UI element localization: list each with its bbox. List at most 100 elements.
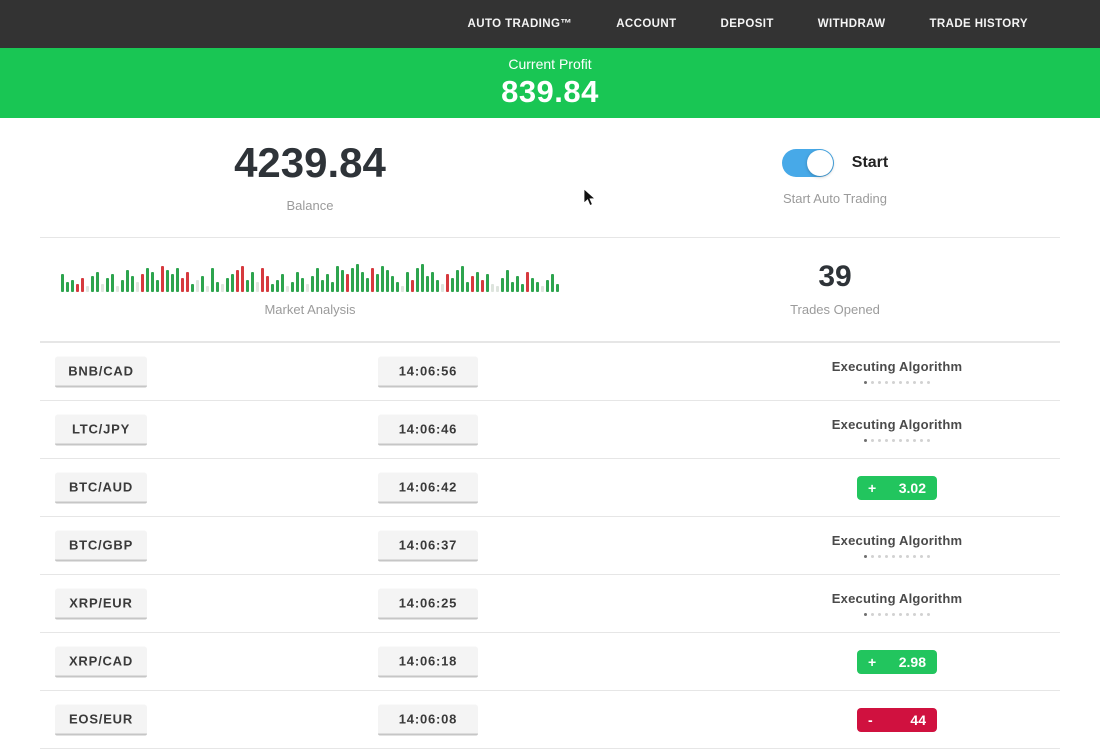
chart-bar [456,270,459,292]
chart-bar [396,282,399,292]
time-badge: 14:06:25 [378,588,478,619]
chart-bar [251,272,254,292]
chart-bar [271,284,274,292]
chart-bar [326,274,329,292]
chart-bar [316,268,319,292]
profit-badge: +2.98 [857,649,937,674]
chart-bar [386,270,389,292]
chart-bar [136,282,139,292]
chart-bar [206,286,209,292]
market-analysis-label: Market Analysis [264,302,356,317]
chart-bar [181,278,184,292]
chart-bar [276,280,279,292]
trade-row: BTC/AUD 14:06:42 +3.02 [40,458,1060,516]
nav-item-account[interactable]: ACCOUNT [616,18,677,30]
status-cell: +3.02 [797,459,997,516]
profit-banner: Current Profit 839.84 [0,48,1100,118]
chart-bar [461,266,464,292]
loss-badge: -44 [857,707,937,732]
auto-trading-block: Start Start Auto Trading [735,118,935,237]
trade-row: LTC/JPY 14:06:46 Executing Algorithm [40,400,1060,458]
time-badge: 14:06:56 [378,356,478,387]
chart-bar [176,268,179,292]
chart-bar [306,284,309,292]
balance-label: Balance [286,198,334,213]
dashboard: 4239.84 Balance Start Start Auto Trading… [40,118,1060,342]
chart-bar [521,284,524,292]
chart-bar [476,272,479,292]
chart-bar [331,282,334,292]
chart-bar [436,280,439,292]
profit-banner-value: 839.84 [501,74,599,109]
chart-bar [91,276,94,292]
chart-bar [261,268,264,292]
chart-bar [256,282,259,292]
chart-bar [486,274,489,292]
chart-bar [536,282,539,292]
nav-item-withdraw[interactable]: WITHDRAW [817,18,886,30]
chart-bar [266,276,269,292]
chart-bar [426,276,429,292]
chart-bar [241,266,244,292]
trade-row: XRP/EUR 14:06:25 Executing Algorithm [40,574,1060,632]
chart-bar [191,284,194,292]
chart-bar [61,274,64,292]
balance-value: 4239.84 [234,139,386,186]
chart-bar [86,286,89,292]
executing-label: Executing Algorithm [831,533,963,548]
auto-trading-toggle[interactable] [781,149,834,177]
chart-bar [361,272,364,292]
chart-bar [201,276,204,292]
trade-row: BNB/CAD 14:06:56 Executing Algorithm [40,342,1060,400]
nav-item-deposit[interactable]: DEPOSIT [720,18,774,30]
chart-bar [501,278,504,292]
progress-dots [864,439,930,442]
chart-bar [231,274,234,292]
chart-bar [146,268,149,292]
trade-row: XRP/CAD 14:06:18 +2.98 [40,632,1060,690]
chart-bar [451,278,454,292]
trades-table: BNB/CAD 14:06:56 Executing Algorithm LTC/JP… [40,342,1060,749]
chart-bar [341,270,344,292]
chart-bar [291,282,294,292]
chart-bar [101,284,104,292]
chart-bar [166,270,169,292]
executing-label: Executing Algorithm [831,591,963,606]
chart-bar [511,282,514,292]
chart-bar [556,284,559,292]
chart-bar [526,272,529,292]
nav-item-auto-trading[interactable]: AUTO TRADING™ [467,18,573,30]
status-cell: +2.98 [797,633,997,690]
time-badge: 14:06:08 [378,704,478,735]
chart-bar [171,274,174,292]
chart-bar [71,280,74,292]
time-badge: 14:06:37 [378,530,478,561]
chart-bar [96,272,99,292]
time-badge: 14:06:18 [378,646,478,677]
pair-badge: BTC/AUD [55,472,147,503]
chart-bar [416,268,419,292]
profit-badge: +3.02 [857,475,937,500]
trades-opened-block: 39 Trades Opened [735,238,935,341]
time-badge: 14:06:42 [378,472,478,503]
chart-bar [141,274,144,292]
chart-bar [281,274,284,292]
chart-bar [311,276,314,292]
chart-bar [221,284,224,292]
status-cell: Executing Algorithm [797,575,997,632]
trades-opened-value: 39 [818,260,852,293]
chart-bar [321,280,324,292]
nav-item-trade-history[interactable]: TRADE HISTORY [929,18,1028,30]
executing-label: Executing Algorithm [831,417,963,432]
chart-bar [346,274,349,292]
chart-bar [381,266,384,292]
chart-bar [66,282,69,292]
balance-block: 4239.84 Balance [40,118,580,237]
chart-bar [401,286,404,292]
chart-bar [196,280,199,292]
chart-bar [376,274,379,292]
pair-badge: LTC/JPY [55,414,147,445]
auto-trading-label: Start Auto Trading [782,191,888,206]
status-cell: -44 [797,691,997,748]
chart-bar [301,278,304,292]
